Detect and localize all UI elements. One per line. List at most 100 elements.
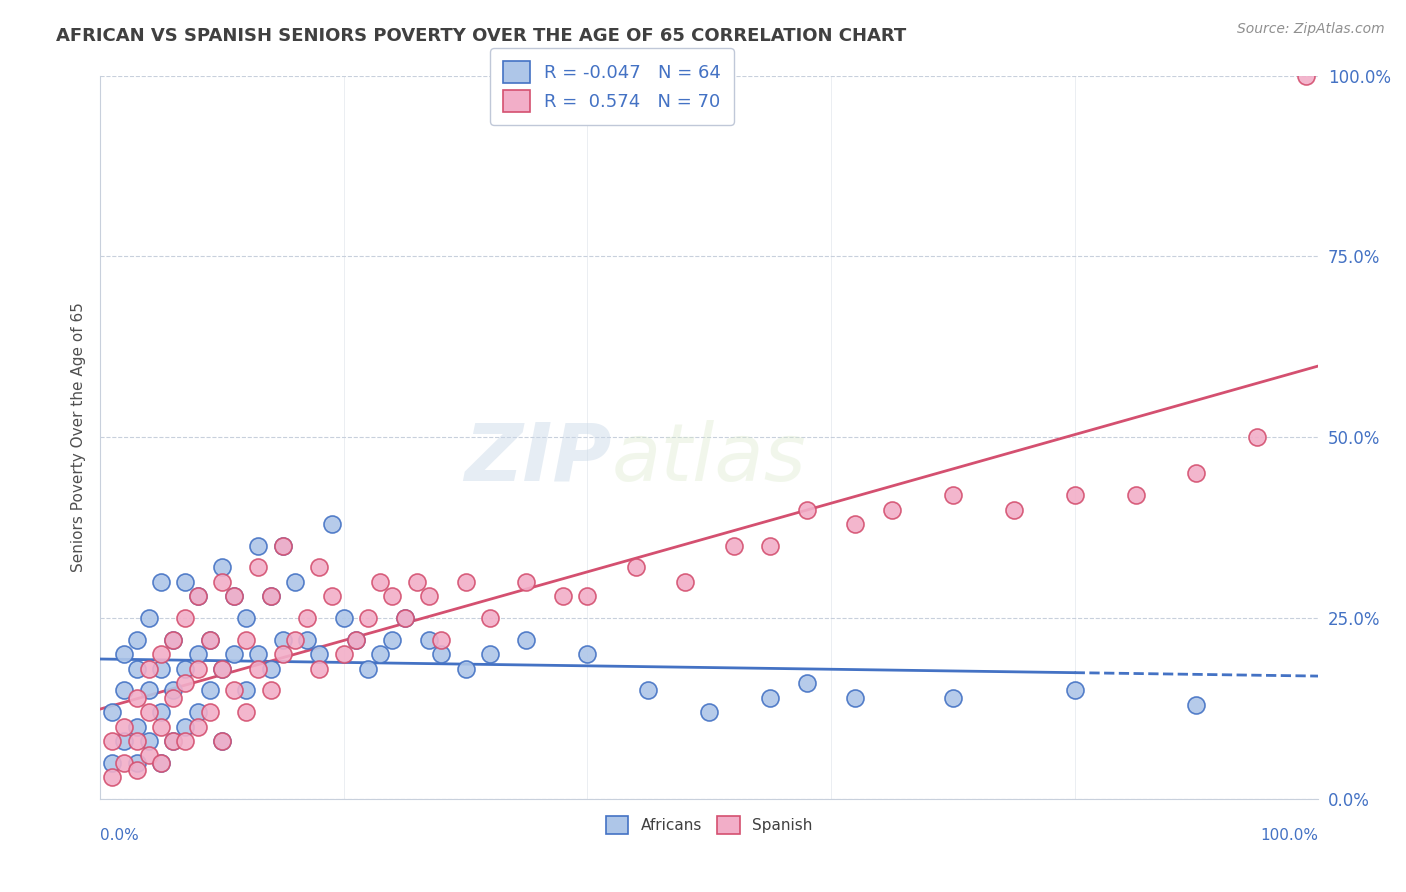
Point <box>308 560 330 574</box>
Point <box>247 539 270 553</box>
Point <box>138 734 160 748</box>
Point <box>515 632 537 647</box>
Point <box>297 632 319 647</box>
Point <box>138 662 160 676</box>
Point <box>844 690 866 705</box>
Point <box>235 632 257 647</box>
Point <box>174 734 197 748</box>
Point <box>187 647 209 661</box>
Point <box>187 662 209 676</box>
Point <box>150 647 173 661</box>
Point <box>187 705 209 719</box>
Point <box>162 632 184 647</box>
Point <box>624 560 647 574</box>
Point <box>224 683 246 698</box>
Point <box>637 683 659 698</box>
Point <box>138 611 160 625</box>
Point <box>162 734 184 748</box>
Point <box>198 632 221 647</box>
Point <box>321 590 343 604</box>
Point <box>1246 430 1268 444</box>
Point <box>1063 683 1085 698</box>
Point <box>430 632 453 647</box>
Point <box>478 611 501 625</box>
Point <box>271 647 294 661</box>
Point <box>174 676 197 690</box>
Point <box>150 662 173 676</box>
Point <box>198 705 221 719</box>
Point <box>187 590 209 604</box>
Point <box>235 611 257 625</box>
Point <box>224 590 246 604</box>
Point <box>344 632 367 647</box>
Point <box>174 662 197 676</box>
Point <box>394 611 416 625</box>
Point <box>114 756 136 770</box>
Point <box>101 734 124 748</box>
Point <box>101 705 124 719</box>
Point <box>284 574 307 589</box>
Point <box>673 574 696 589</box>
Point <box>125 734 148 748</box>
Point <box>454 574 477 589</box>
Point <box>187 590 209 604</box>
Point <box>418 632 440 647</box>
Point <box>211 734 233 748</box>
Point <box>796 502 818 516</box>
Point <box>150 705 173 719</box>
Point <box>260 662 283 676</box>
Point <box>150 756 173 770</box>
Text: 0.0%: 0.0% <box>100 828 139 843</box>
Point <box>1125 488 1147 502</box>
Point <box>381 590 404 604</box>
Point <box>211 560 233 574</box>
Point <box>101 770 124 784</box>
Point <box>357 611 380 625</box>
Point <box>880 502 903 516</box>
Point <box>162 632 184 647</box>
Point <box>796 676 818 690</box>
Point <box>247 647 270 661</box>
Text: 100.0%: 100.0% <box>1260 828 1319 843</box>
Text: ZIP: ZIP <box>464 420 612 498</box>
Point <box>381 632 404 647</box>
Point <box>308 647 330 661</box>
Point <box>174 574 197 589</box>
Point <box>723 539 745 553</box>
Text: atlas: atlas <box>612 420 807 498</box>
Point <box>1185 698 1208 712</box>
Point <box>576 647 599 661</box>
Point <box>247 662 270 676</box>
Point <box>260 683 283 698</box>
Point <box>235 683 257 698</box>
Point <box>114 647 136 661</box>
Point <box>357 662 380 676</box>
Point <box>1002 502 1025 516</box>
Point <box>515 574 537 589</box>
Point <box>138 705 160 719</box>
Point <box>271 539 294 553</box>
Point <box>284 632 307 647</box>
Point <box>321 516 343 531</box>
Point <box>114 719 136 733</box>
Point <box>430 647 453 661</box>
Point <box>211 662 233 676</box>
Point <box>162 690 184 705</box>
Point <box>150 574 173 589</box>
Point <box>174 719 197 733</box>
Point <box>478 647 501 661</box>
Point <box>211 734 233 748</box>
Point <box>308 662 330 676</box>
Point <box>405 574 427 589</box>
Point <box>150 719 173 733</box>
Point <box>297 611 319 625</box>
Point <box>224 647 246 661</box>
Point <box>418 590 440 604</box>
Point <box>576 590 599 604</box>
Point <box>125 632 148 647</box>
Point <box>368 647 391 661</box>
Point <box>114 683 136 698</box>
Point <box>368 574 391 589</box>
Point <box>759 539 782 553</box>
Legend: Africans, Spanish: Africans, Spanish <box>598 808 821 842</box>
